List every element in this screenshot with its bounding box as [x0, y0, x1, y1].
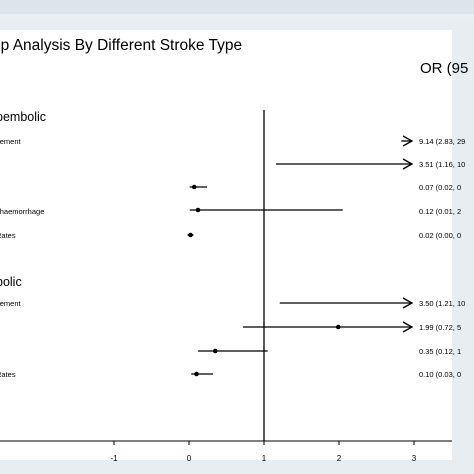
row-label-1-1: vement — [0, 137, 21, 146]
estimate-label-1-3: 0.07 (0.02, 0 — [419, 183, 462, 192]
estimate-label-1-2: 3.51 (1.16, 10 — [419, 160, 466, 169]
point-estimate-2-4 — [194, 371, 199, 377]
row-label-2-1: vement — [0, 299, 21, 308]
estimate-column-header: OR (95 — [420, 60, 469, 77]
point-estimate-1-3 — [191, 184, 197, 190]
x-tick-label-5: 3 — [412, 454, 417, 463]
ci-arrow-2-2 — [402, 321, 414, 333]
point-estimate-2-2 — [335, 324, 341, 330]
x-tick-label-4: 2 — [337, 454, 342, 463]
estimate-label-1-4: 0.12 (0.01, 2 — [419, 207, 462, 216]
estimate-label-1-5: 0.02 (0.00, 0 — [419, 231, 462, 240]
point-estimate-1-5 — [188, 232, 193, 238]
x-tick-label-1: -1 — [110, 454, 118, 463]
plot-panel — [0, 30, 452, 460]
estimate-label-2-4: 0.10 (0.03, 0 — [419, 370, 462, 379]
estimate-label-2-3: 0.35 (0.12, 1 — [419, 347, 462, 356]
ci-arrow-2-1 — [402, 297, 414, 309]
point-estimate-1-4 — [195, 207, 201, 213]
x-tick-label-2: 0 — [187, 454, 192, 463]
x-tick-label-3: 1 — [262, 454, 267, 463]
ci-arrow-1-1 — [402, 135, 414, 147]
point-estimate-2-3 — [212, 348, 218, 354]
row-label-2-4: Rates — [0, 370, 16, 379]
chart-title: up Analysis By Different Stroke Type — [0, 37, 243, 54]
estimate-label-1-1: 9.14 (2.83, 29 — [419, 137, 466, 146]
ci-arrow-1-2 — [402, 158, 414, 170]
group-label-2: bolic — [0, 275, 22, 289]
estimate-label-2-2: 1.99 (0.72, 5 — [419, 323, 462, 332]
estimate-label-2-1: 3.50 (1.21, 10 — [419, 299, 466, 308]
row-label-1-5: Rates — [0, 231, 16, 240]
top-band-strip — [0, 0, 474, 14]
row-label-1-4: l haemorrhage — [0, 207, 45, 216]
group-label-1: pembolic — [0, 110, 47, 124]
